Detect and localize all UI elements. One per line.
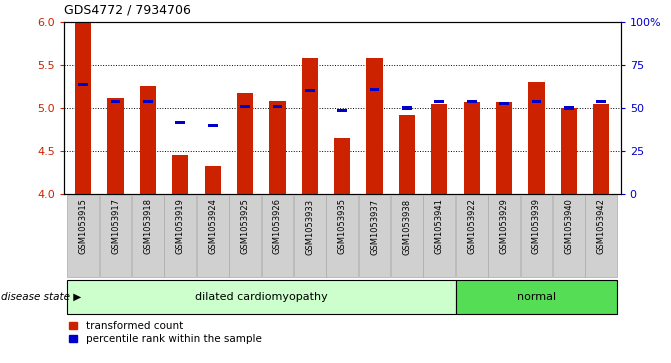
FancyBboxPatch shape	[326, 195, 358, 277]
FancyBboxPatch shape	[521, 195, 552, 277]
Bar	[302, 58, 318, 194]
FancyBboxPatch shape	[553, 195, 584, 277]
FancyBboxPatch shape	[164, 195, 196, 277]
Text: GSM1053929: GSM1053929	[500, 198, 509, 254]
FancyBboxPatch shape	[585, 195, 617, 277]
Bar	[140, 86, 156, 194]
FancyBboxPatch shape	[456, 195, 488, 277]
Bar	[240, 105, 250, 108]
Bar	[237, 93, 253, 194]
Bar	[338, 109, 347, 112]
Text: GSM1053938: GSM1053938	[403, 198, 411, 254]
Text: GSM1053933: GSM1053933	[305, 198, 314, 254]
Text: disease state ▶: disease state ▶	[1, 292, 81, 302]
Bar	[366, 58, 382, 194]
Bar	[561, 108, 577, 194]
Text: GSM1053937: GSM1053937	[370, 198, 379, 254]
FancyBboxPatch shape	[488, 195, 520, 277]
FancyBboxPatch shape	[197, 195, 229, 277]
Bar	[402, 106, 412, 110]
Bar	[464, 102, 480, 194]
Bar	[531, 99, 541, 103]
Text: GSM1053922: GSM1053922	[467, 198, 476, 254]
Bar	[205, 166, 221, 194]
Bar	[75, 22, 91, 194]
Text: GSM1053919: GSM1053919	[176, 198, 185, 254]
Text: GSM1053925: GSM1053925	[241, 198, 250, 254]
Bar	[305, 89, 315, 92]
Bar	[564, 106, 574, 110]
Text: GSM1053924: GSM1053924	[208, 198, 217, 254]
Text: GSM1053926: GSM1053926	[273, 198, 282, 254]
Text: GSM1053942: GSM1053942	[597, 198, 606, 254]
Text: GSM1053917: GSM1053917	[111, 198, 120, 254]
FancyBboxPatch shape	[67, 195, 99, 277]
Bar	[499, 102, 509, 105]
FancyBboxPatch shape	[359, 195, 391, 277]
Text: GDS4772 / 7934706: GDS4772 / 7934706	[64, 3, 191, 16]
Bar	[269, 101, 286, 194]
Bar	[334, 138, 350, 194]
Bar	[528, 82, 545, 194]
Bar	[111, 101, 120, 103]
Bar	[597, 99, 606, 103]
Bar	[143, 99, 153, 103]
Bar	[467, 99, 476, 103]
Bar	[67, 280, 456, 314]
FancyBboxPatch shape	[294, 195, 325, 277]
Bar	[456, 280, 617, 314]
Text: normal: normal	[517, 292, 556, 302]
FancyBboxPatch shape	[229, 195, 261, 277]
Text: GSM1053918: GSM1053918	[144, 198, 152, 254]
FancyBboxPatch shape	[262, 195, 293, 277]
Legend: transformed count, percentile rank within the sample: transformed count, percentile rank withi…	[69, 321, 262, 344]
Bar	[435, 99, 444, 103]
Text: GSM1053915: GSM1053915	[79, 198, 88, 254]
Bar	[272, 105, 282, 108]
Bar	[399, 115, 415, 194]
FancyBboxPatch shape	[132, 195, 164, 277]
Bar	[172, 155, 189, 194]
FancyBboxPatch shape	[391, 195, 423, 277]
FancyBboxPatch shape	[423, 195, 455, 277]
Bar	[107, 98, 123, 194]
Bar	[431, 104, 448, 194]
Text: GSM1053941: GSM1053941	[435, 198, 444, 254]
Bar	[208, 124, 217, 127]
Text: GSM1053940: GSM1053940	[564, 198, 573, 254]
Text: GSM1053939: GSM1053939	[532, 198, 541, 254]
Text: GSM1053935: GSM1053935	[338, 198, 347, 254]
Bar	[79, 83, 88, 86]
Bar	[496, 102, 512, 194]
Bar	[593, 104, 609, 194]
FancyBboxPatch shape	[100, 195, 132, 277]
Bar	[370, 87, 379, 90]
Bar	[175, 121, 185, 124]
Text: dilated cardiomyopathy: dilated cardiomyopathy	[195, 292, 327, 302]
